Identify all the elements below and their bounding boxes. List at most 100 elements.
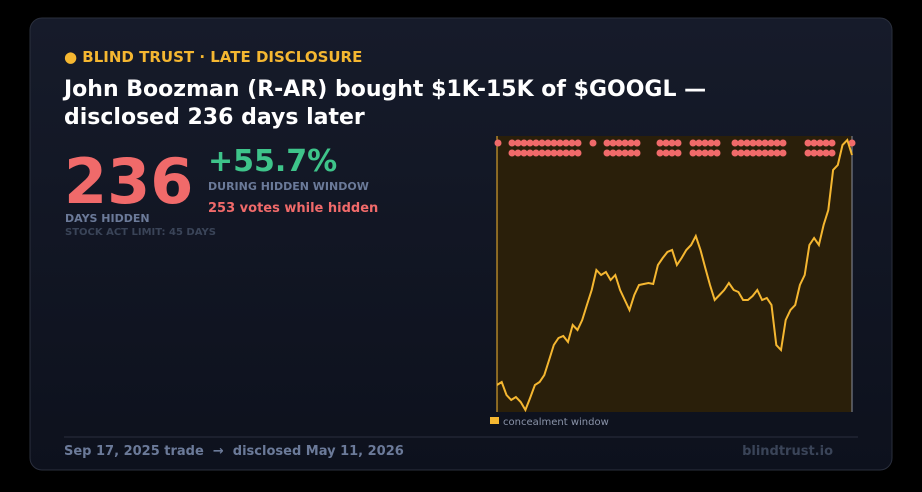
- vote-dot: [615, 149, 623, 157]
- vote-dot: [627, 149, 635, 157]
- vote-dot: [804, 149, 812, 157]
- vote-dots: [494, 139, 856, 157]
- vote-dot: [574, 149, 582, 157]
- vote-dot: [514, 139, 522, 147]
- legend: concealment window: [503, 417, 609, 428]
- vote-dot: [761, 149, 769, 157]
- vote-dot: [538, 139, 546, 147]
- vote-dot: [737, 149, 745, 157]
- vote-dot: [662, 149, 670, 157]
- vote-dot: [767, 139, 775, 147]
- vote-dot: [779, 149, 787, 157]
- price-line: [496, 138, 853, 413]
- vote-dot: [689, 149, 697, 157]
- vote-dot: [633, 149, 641, 157]
- vote-dot: [737, 139, 745, 147]
- footer-dates: Sep 17, 2025 trade → disclosed May 11, 2…: [64, 444, 404, 459]
- vote-dot: [627, 139, 635, 147]
- vote-dot: [562, 139, 570, 147]
- vote-dot: [828, 149, 836, 157]
- vote-dot: [568, 149, 576, 157]
- vote-dot: [707, 139, 715, 147]
- vote-dot: [532, 149, 540, 157]
- change-label: DURING HIDDEN WINDOW: [208, 180, 369, 193]
- vote-dot: [494, 139, 502, 147]
- vote-dot: [656, 139, 664, 147]
- vote-dot: [668, 139, 676, 147]
- vote-dot: [674, 139, 682, 147]
- title: John Boozman (R-AR) bought $1K-15K of $G…: [62, 77, 706, 102]
- window: [497, 136, 852, 412]
- vote-dot: [544, 139, 552, 147]
- footer-site: blindtrust.io: [742, 444, 833, 459]
- vote-dot: [822, 139, 830, 147]
- vote-dot: [755, 149, 763, 157]
- vote-dot: [749, 149, 757, 157]
- vote-dot: [574, 139, 582, 147]
- vote-dot: [508, 149, 516, 157]
- vote-dot: [621, 149, 629, 157]
- vote-dot: [713, 149, 721, 157]
- vote-dot: [615, 139, 623, 147]
- vote-dot: [804, 139, 812, 147]
- vote-dot: [568, 139, 576, 147]
- vote-dot: [707, 149, 715, 157]
- vote-dot: [508, 139, 516, 147]
- vote-dot: [668, 149, 676, 157]
- vote-dot: [695, 149, 703, 157]
- vote-dot: [731, 139, 739, 147]
- vote-dot: [773, 139, 781, 147]
- vote-dot: [550, 149, 558, 157]
- votes: 253 votes while hidden: [208, 201, 378, 216]
- vote-dot: [520, 139, 528, 147]
- vote-dot: [609, 139, 617, 147]
- vote-dot: [674, 149, 682, 157]
- vote-dot: [701, 139, 709, 147]
- vote-dot: [761, 139, 769, 147]
- vote-dot: [810, 149, 818, 157]
- vote-dot: [556, 149, 564, 157]
- vote-dot: [633, 139, 641, 147]
- vote-dot: [767, 149, 775, 157]
- vote-dot: [589, 139, 597, 147]
- days: 236: [64, 145, 193, 218]
- vote-dot: [550, 139, 558, 147]
- vote-dot: [526, 139, 534, 147]
- vote-dot: [822, 149, 830, 157]
- limit: STOCK ACT LIMIT: 45 DAYS: [65, 227, 216, 238]
- vote-dot: [743, 149, 751, 157]
- vote-dot: [556, 139, 564, 147]
- title: disclosed 236 days later: [64, 105, 365, 130]
- vote-dot: [603, 139, 611, 147]
- vote-dot: [755, 139, 763, 147]
- vote-dot: [656, 149, 664, 157]
- vote-dot: [828, 139, 836, 147]
- vote-dot: [816, 139, 824, 147]
- vote-dot: [695, 139, 703, 147]
- vote-dot: [532, 139, 540, 147]
- vote-dot: [538, 149, 546, 157]
- tag: ● BLIND TRUST · LATE DISCLOSURE: [64, 48, 362, 66]
- legend-swatch: [490, 417, 499, 424]
- vote-dot: [816, 149, 824, 157]
- vote-dot: [743, 139, 751, 147]
- vote-dot: [662, 139, 670, 147]
- vote-dot: [514, 149, 522, 157]
- vote-dot: [810, 139, 818, 147]
- vote-dot: [621, 139, 629, 147]
- vote-dot: [526, 149, 534, 157]
- vote-dot: [773, 149, 781, 157]
- vote-dot: [544, 149, 552, 157]
- vote-dot: [749, 139, 757, 147]
- vote-dot: [701, 149, 709, 157]
- vote-dot: [848, 139, 856, 147]
- vote-dot: [689, 139, 697, 147]
- vote-dot: [520, 149, 528, 157]
- change: +55.7%: [208, 144, 337, 179]
- vote-dot: [562, 149, 570, 157]
- vote-dot: [713, 139, 721, 147]
- vote-dot: [779, 139, 787, 147]
- vote-dot: [603, 149, 611, 157]
